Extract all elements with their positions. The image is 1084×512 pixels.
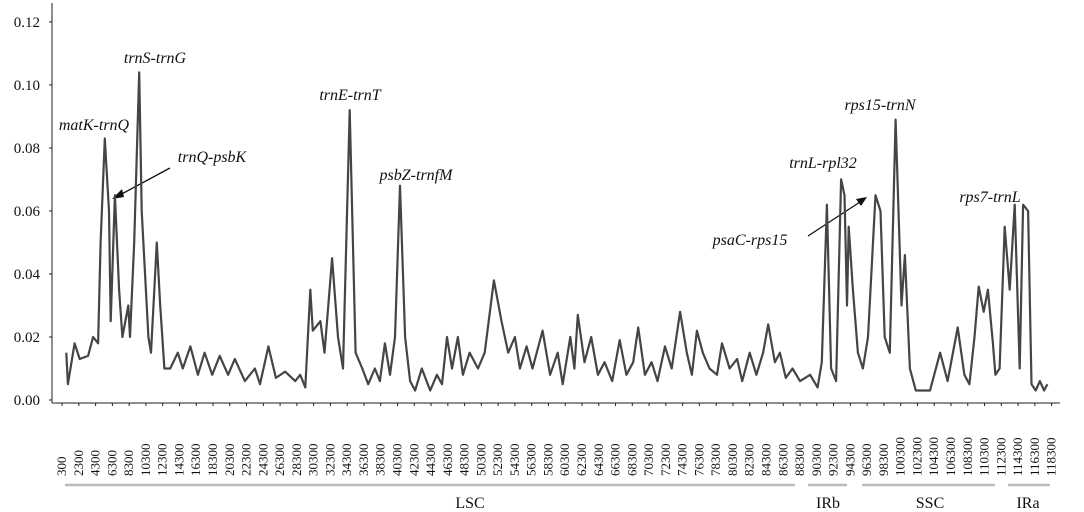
x-tick-label: 46300 [440, 444, 455, 477]
x-tick-label: 118300 [1044, 437, 1059, 476]
x-tick-label: 26300 [272, 444, 287, 477]
region-label: IRa [1016, 495, 1039, 512]
y-tick-label: 0.00 [14, 393, 40, 409]
x-tick-label: 96300 [859, 444, 874, 477]
x-tick-label: 42300 [406, 444, 421, 477]
annotation: psbZ-trnfM [379, 167, 455, 184]
x-tick-label: 24300 [255, 444, 270, 477]
x-tick-label: 18300 [205, 444, 220, 477]
annotation: matK-trnQ [59, 117, 130, 134]
x-tick-label: 36300 [356, 444, 371, 477]
x-tick-label: 20300 [222, 444, 237, 477]
x-tick-label: 62300 [574, 444, 589, 477]
x-tick-label: 110300 [977, 437, 992, 476]
annotation: rps7-trnL [959, 189, 1020, 206]
x-tick-label: 16300 [188, 444, 203, 477]
annotation: trnE-trnT [319, 87, 381, 104]
x-tick-label: 74300 [675, 444, 690, 477]
x-tick-label: 106300 [943, 437, 958, 476]
x-tick-label: 80300 [725, 444, 740, 477]
x-tick-label: 38300 [373, 444, 388, 477]
annotation: trnL-rpl32 [789, 155, 857, 172]
x-tick-label: 54300 [507, 444, 522, 477]
x-tick-label: 14300 [171, 444, 186, 477]
x-tick-label: 22300 [239, 444, 254, 477]
x-tick-label: 82300 [742, 444, 757, 477]
annotation: trnS-trnG [124, 50, 187, 67]
annotation: rps15-trnN [844, 97, 916, 114]
x-tick-label: 112300 [993, 437, 1008, 476]
x-tick-label: 34300 [339, 444, 354, 477]
x-tick-label: 58300 [540, 444, 555, 477]
x-tick-label: 28300 [289, 444, 304, 477]
x-tick-label: 10300 [138, 444, 153, 477]
region-label: SSC [916, 495, 944, 512]
x-tick-label: 40300 [390, 444, 405, 477]
x-tick-label: 78300 [708, 444, 723, 477]
x-tick-label: 76300 [691, 444, 706, 477]
x-tick-label: 104300 [926, 437, 941, 476]
x-tick-label: 108300 [960, 437, 975, 476]
x-tick-label: 12300 [155, 444, 170, 477]
arrow [807, 201, 861, 237]
x-tick-label: 4300 [88, 450, 103, 476]
x-tick-label: 72300 [658, 444, 673, 477]
x-tick-label: 30300 [306, 444, 321, 477]
arrowhead [856, 197, 867, 206]
y-tick-label: 0.02 [14, 330, 40, 346]
annotation: trnQ-psbK [178, 149, 248, 166]
arrow [117, 167, 171, 197]
x-tick-label: 64300 [591, 444, 606, 477]
x-tick-label: 102300 [909, 437, 924, 476]
x-tick-label: 98300 [876, 444, 891, 477]
x-tick-label: 90300 [809, 444, 824, 477]
x-tick-label: 92300 [826, 444, 841, 477]
x-tick-label: 60300 [557, 444, 572, 477]
x-tick-label: 86300 [775, 444, 790, 477]
region-label: LSC [455, 495, 484, 512]
x-tick-label: 6300 [104, 450, 119, 476]
x-tick-label: 68300 [624, 444, 639, 477]
x-tick-label: 88300 [792, 444, 807, 477]
x-tick-label: 2300 [71, 450, 86, 476]
x-tick-label: 94300 [842, 444, 857, 477]
x-tick-label: 116300 [1027, 437, 1042, 476]
annotation: psaC-rps15 [712, 232, 788, 249]
x-tick-label: 56300 [524, 444, 539, 477]
x-tick-label: 70300 [641, 444, 656, 477]
x-tick-label: 52300 [490, 444, 505, 477]
y-tick-label: 0.06 [14, 204, 41, 220]
y-tick-label: 0.12 [14, 15, 40, 31]
x-tick-label: 50300 [473, 444, 488, 477]
x-tick-label: 44300 [423, 444, 438, 477]
x-tick-label: 66300 [608, 444, 623, 477]
y-tick-label: 0.04 [14, 267, 41, 283]
y-tick-label: 0.10 [14, 78, 40, 94]
x-tick-label: 8300 [121, 450, 136, 476]
x-tick-label: 100300 [893, 437, 908, 476]
data-line [65, 71, 1049, 392]
x-tick-label: 114300 [1010, 437, 1025, 476]
x-tick-label: 32300 [322, 444, 337, 477]
x-tick-label: 84300 [758, 444, 773, 477]
region-label: IRb [816, 495, 840, 512]
y-tick-label: 0.08 [14, 141, 40, 157]
x-tick-label: 48300 [457, 444, 472, 477]
x-tick-label: 300 [54, 457, 69, 477]
